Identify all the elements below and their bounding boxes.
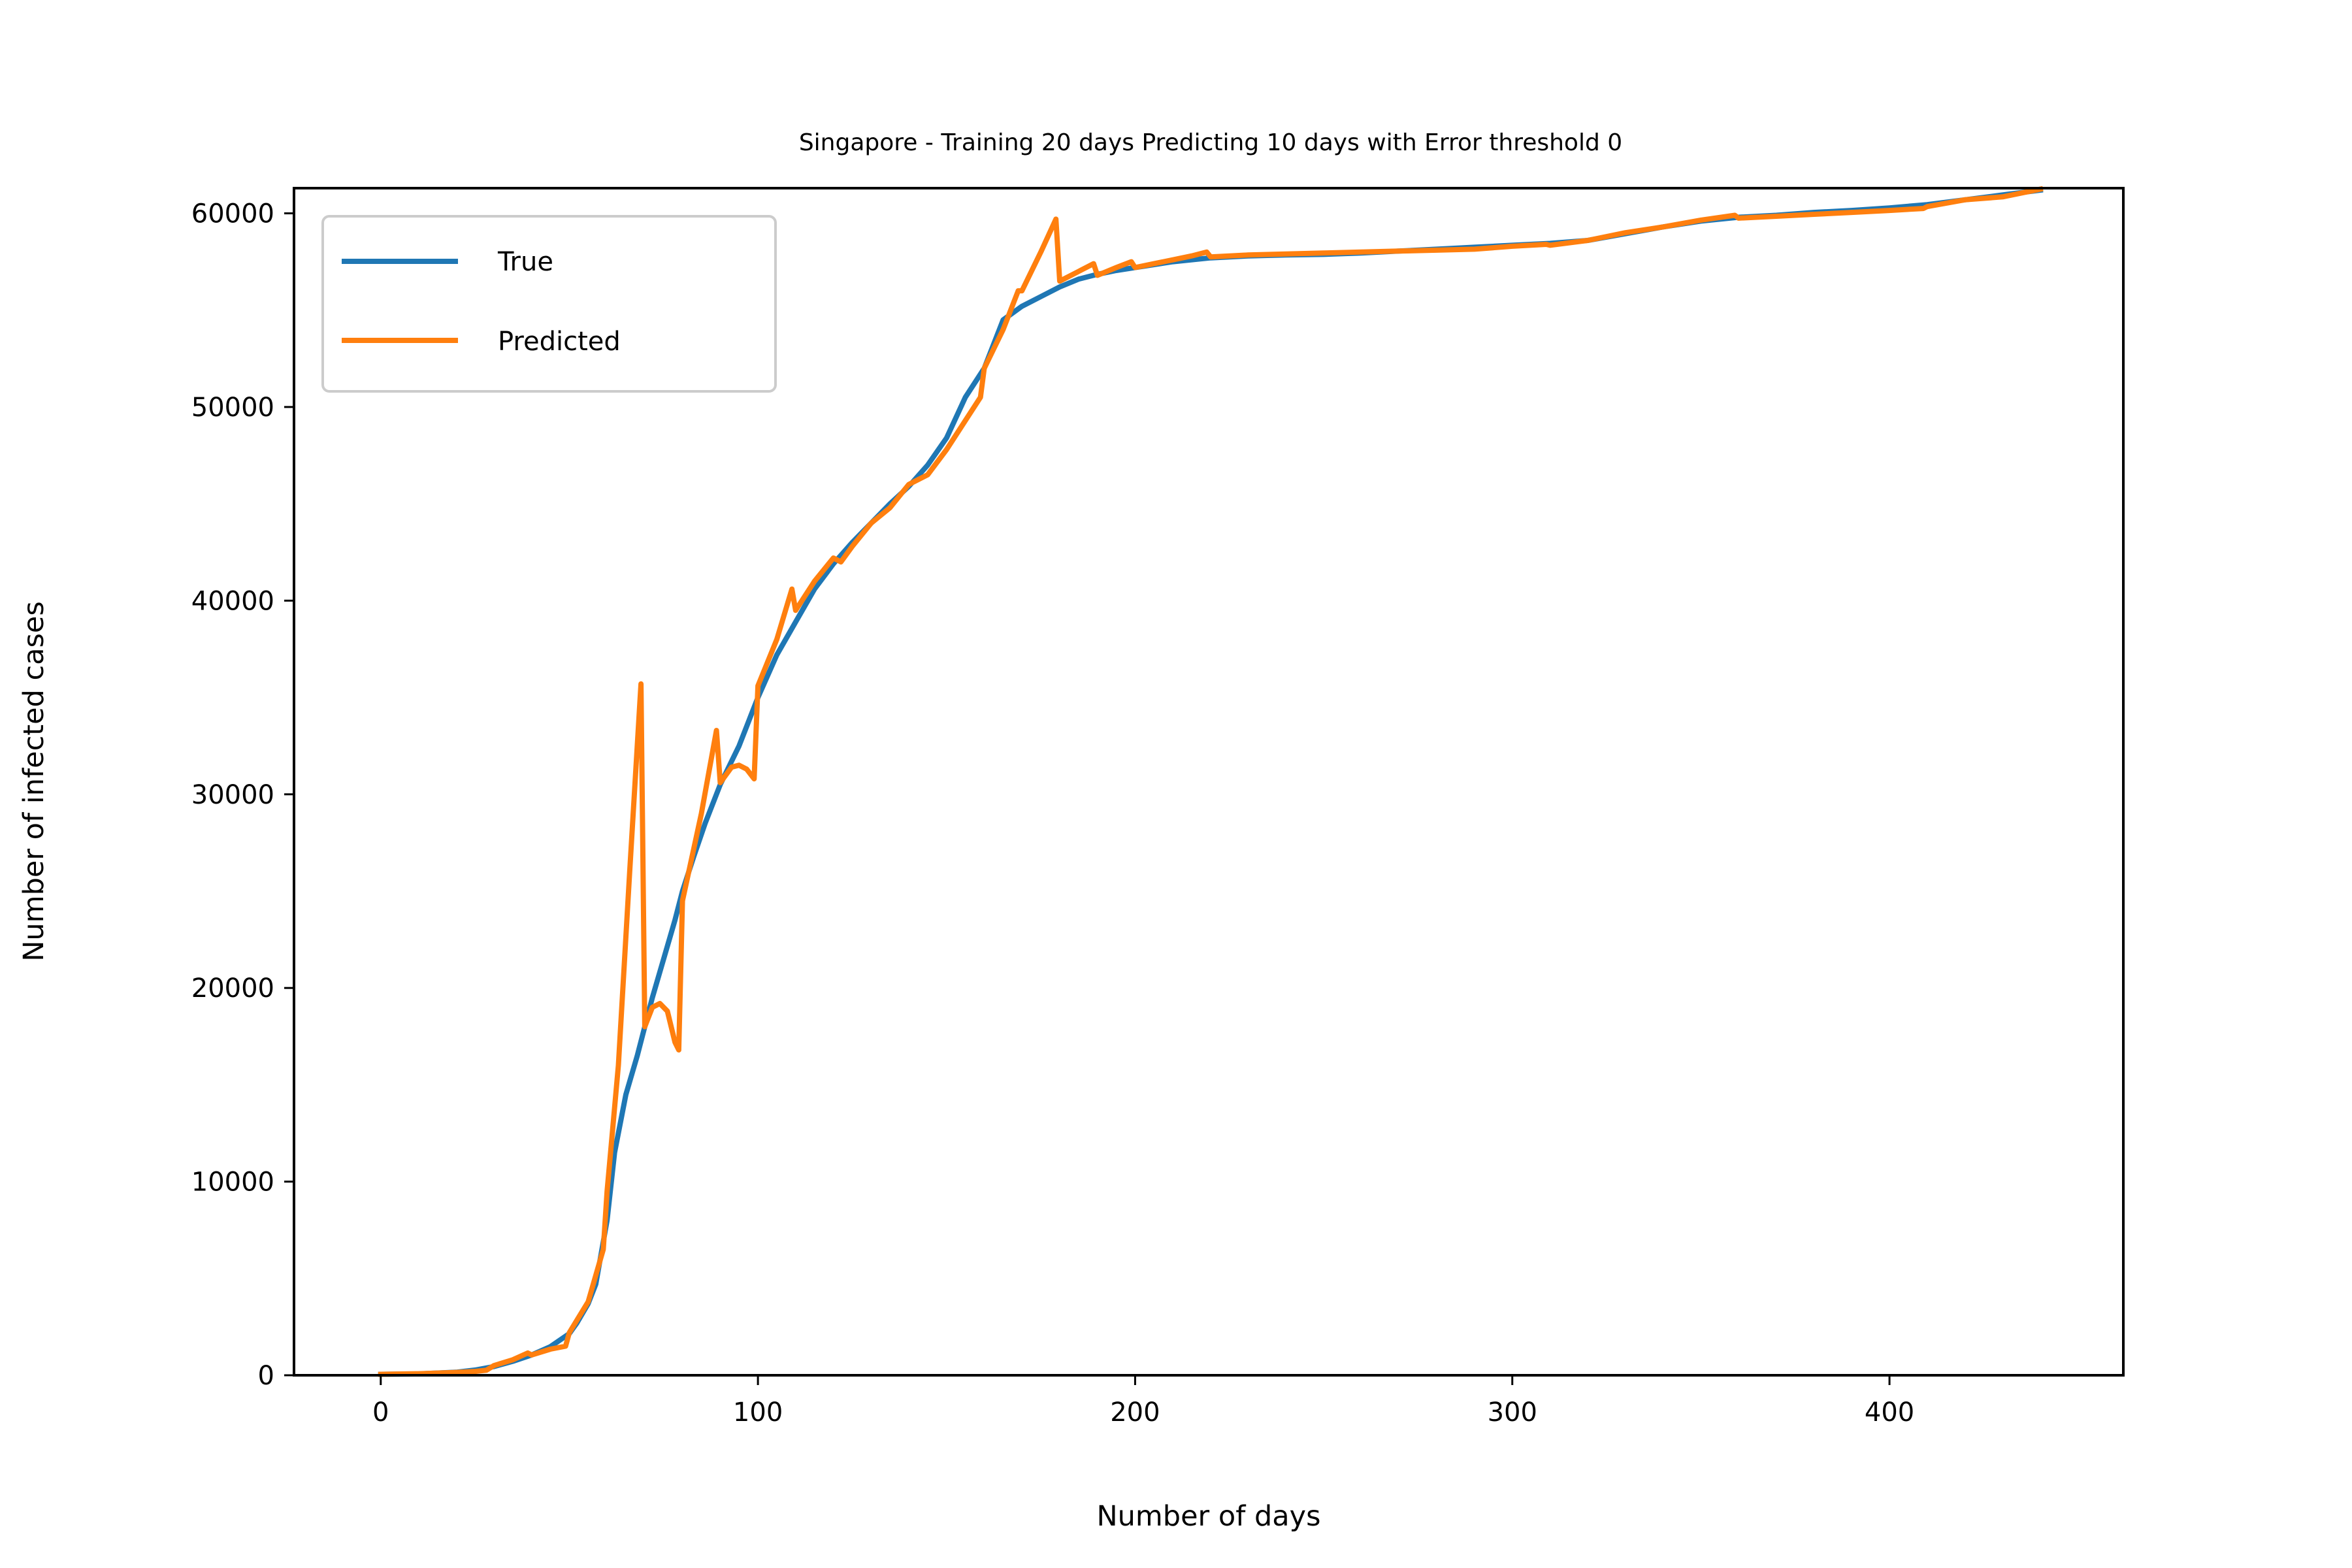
x-tick-label: 300 bbox=[1488, 1397, 1537, 1428]
legend-box bbox=[321, 215, 777, 393]
legend: True Predicted bbox=[321, 215, 777, 393]
x-tick-label: 400 bbox=[1865, 1397, 1914, 1428]
x-tick-label: 0 bbox=[372, 1397, 389, 1428]
y-tick-label: 10000 bbox=[191, 1168, 274, 1198]
series-line-predicted bbox=[378, 186, 2044, 1377]
plot-frame bbox=[293, 187, 2125, 1377]
y-axis-label: Number of infected cases bbox=[18, 601, 50, 961]
y-tick-label: 20000 bbox=[191, 973, 274, 1004]
x-axis-label: Number of days bbox=[1096, 1500, 1320, 1533]
x-tick-label: 200 bbox=[1110, 1397, 1160, 1428]
series-layer bbox=[378, 186, 2044, 1377]
x-axis: 0 100 200 300 400 bbox=[372, 1375, 1914, 1428]
y-tick-label: 40000 bbox=[191, 586, 274, 616]
legend-label-predicted: Predicted bbox=[498, 327, 621, 357]
legend-label-true: True bbox=[497, 247, 553, 277]
x-tick-label: 100 bbox=[733, 1397, 783, 1428]
y-tick-label: 60000 bbox=[191, 199, 274, 229]
chart-title: Singapore - Training 20 days Predicting … bbox=[799, 129, 1622, 156]
y-tick-label: 50000 bbox=[191, 393, 274, 423]
y-tick-label: 30000 bbox=[191, 780, 274, 810]
y-axis: 0 10000 20000 30000 40000 50000 60000 bbox=[191, 199, 294, 1391]
y-tick-label: 0 bbox=[258, 1361, 274, 1391]
